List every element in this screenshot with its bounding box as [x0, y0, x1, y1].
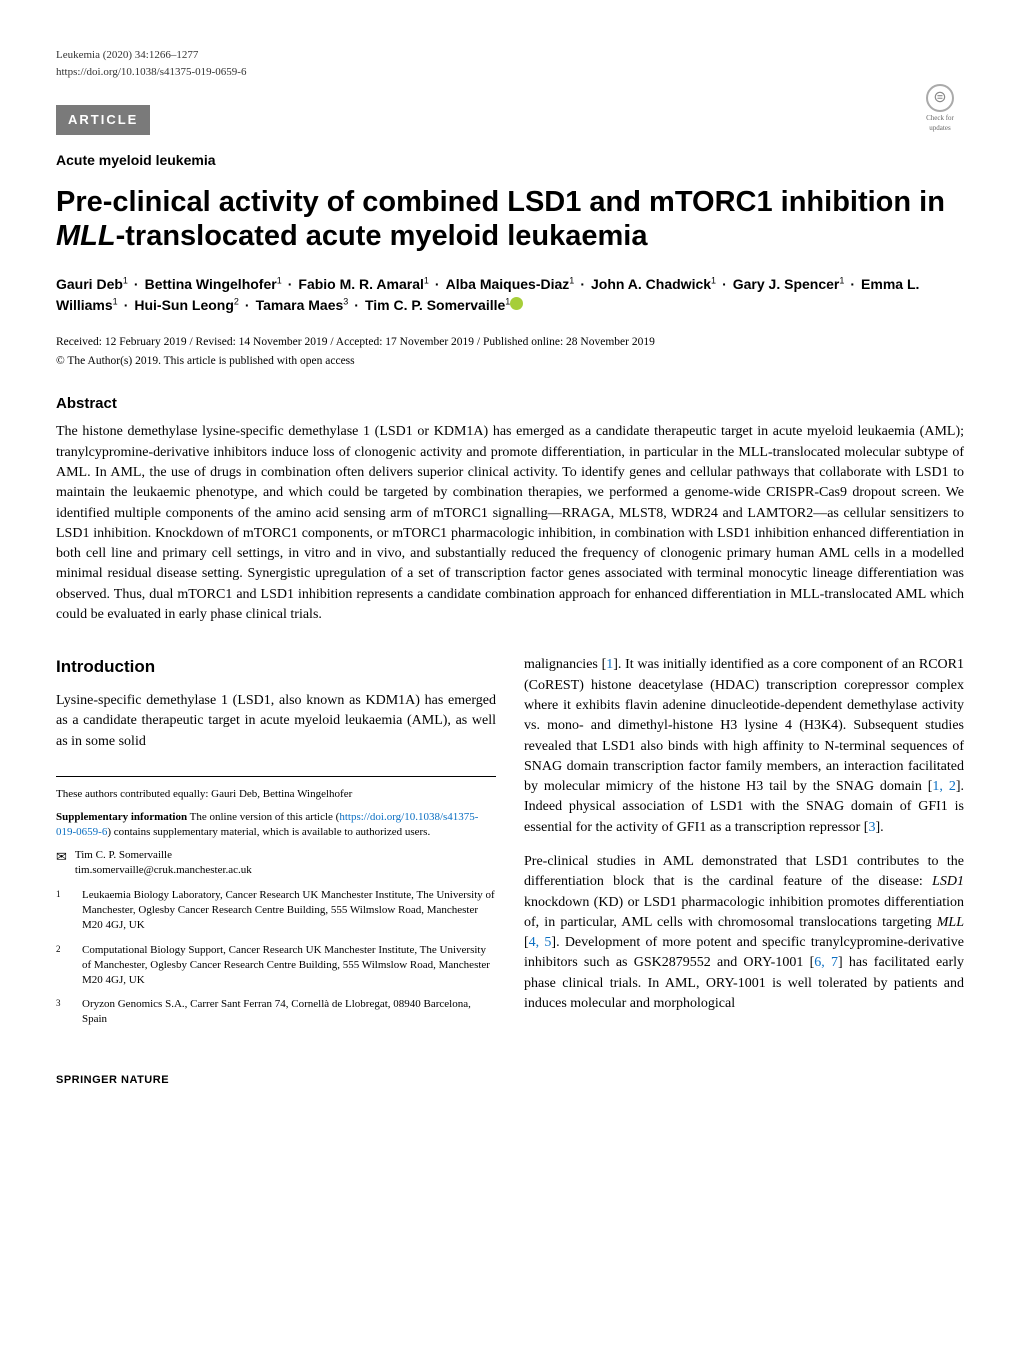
- author-aff-sup: 1: [123, 276, 128, 286]
- author-aff-sup: 2: [234, 297, 239, 307]
- introduction-heading: Introduction: [56, 655, 496, 679]
- author-separator: ·: [134, 276, 139, 292]
- author-separator: ·: [354, 297, 359, 313]
- ref-1-2[interactable]: 1, 2: [932, 779, 955, 794]
- author-aff-sup: 1: [424, 276, 429, 286]
- author-aff-sup: 1: [569, 276, 574, 286]
- author: Bettina Wingelhofer: [145, 276, 277, 292]
- author: Hui-Sun Leong: [134, 297, 234, 313]
- corr-email[interactable]: tim.somervaille@cruk.manchester.ac.uk: [75, 863, 252, 878]
- author-separator: ·: [850, 276, 855, 292]
- check-updates-icon: ⊜: [926, 84, 954, 112]
- affiliation-text: Leukaemia Biology Laboratory, Cancer Res…: [82, 888, 496, 933]
- p2-seg-a: malignancies [: [524, 657, 606, 672]
- abstract-body: The histone demethylase lysine-specific …: [56, 422, 964, 625]
- affiliation-number: 3: [56, 997, 70, 1027]
- affiliation-text: Oryzon Genomics S.A., Carrer Sant Ferran…: [82, 997, 496, 1027]
- supplementary-text-b: ) contains supplementary material, which…: [107, 826, 430, 838]
- supplementary-note: Supplementary information The online ver…: [56, 810, 496, 840]
- authors-block: Gauri Deb1·Bettina Wingelhofer1·Fabio M.…: [56, 274, 964, 316]
- orcid-icon[interactable]: [510, 297, 523, 310]
- author: Gary J. Spencer: [733, 276, 840, 292]
- author-aff-sup: 1: [711, 276, 716, 286]
- corr-name: Tim C. P. Somervaille: [75, 848, 252, 863]
- title-italic: MLL: [56, 220, 116, 252]
- ref-6-7[interactable]: 6, 7: [814, 955, 838, 970]
- author: Gauri Deb: [56, 276, 123, 292]
- title-post: -translocated acute myeloid leukaemia: [116, 220, 648, 252]
- ital-lsd1: LSD1: [932, 874, 964, 889]
- correspondence-block: ✉ Tim C. P. Somervaille tim.somervaille@…: [56, 848, 496, 879]
- title-pre: Pre-clinical activity of combined LSD1 a…: [56, 186, 945, 218]
- check-updates-label: Check for updates: [916, 114, 964, 134]
- author: Tamara Maes: [256, 297, 344, 313]
- affiliation: 3 Oryzon Genomics S.A., Carrer Sant Ferra…: [56, 997, 496, 1027]
- article-dates: Received: 12 February 2019 / Revised: 14…: [56, 334, 964, 350]
- author: John A. Chadwick: [591, 276, 711, 292]
- author-separator: ·: [580, 276, 585, 292]
- license-line: © The Author(s) 2019. This article is pu…: [56, 353, 964, 369]
- author-aff-sup: 1: [113, 297, 118, 307]
- equal-contribution-note: These authors contributed equally: Gauri…: [56, 787, 496, 802]
- subject-line: Acute myeloid leukemia: [56, 151, 964, 171]
- p2-seg-b: ]. It was initially identified as a core…: [524, 657, 964, 794]
- article-title: Pre-clinical activity of combined LSD1 a…: [56, 185, 964, 255]
- affiliation-number: 1: [56, 888, 70, 933]
- publisher-footer: SPRINGER NATURE: [56, 1073, 964, 1088]
- supplementary-text-a: The online version of this article (: [187, 811, 339, 823]
- author-aff-sup: 1: [839, 276, 844, 286]
- affiliation: 2 Computational Biology Support, Cancer R…: [56, 943, 496, 988]
- p2-seg-d: ].: [875, 820, 883, 835]
- author: Fabio M. R. Amaral: [298, 276, 424, 292]
- ital-mll: MLL: [937, 915, 964, 930]
- intro-p1: Lysine-specific demethylase 1 (LSD1, als…: [56, 691, 496, 752]
- affiliation-number: 2: [56, 943, 70, 988]
- author-aff-sup: 3: [343, 297, 348, 307]
- author-aff-sup: 1: [277, 276, 282, 286]
- author-separator: ·: [722, 276, 727, 292]
- author-separator: ·: [245, 297, 250, 313]
- footnote-divider: [56, 776, 496, 777]
- author: Tim C. P. Somervaille: [365, 297, 505, 313]
- ref-4-5[interactable]: 4, 5: [529, 935, 552, 950]
- p3-seg-b: knockdown (KD) or LSD1 pharmacologic inh…: [524, 895, 964, 930]
- intro-p2: malignancies [1]. It was initially ident…: [524, 655, 964, 838]
- author: Alba Maiques-Diaz: [446, 276, 570, 292]
- author-separator: ·: [435, 276, 440, 292]
- abstract-heading: Abstract: [56, 393, 964, 414]
- intro-p3: Pre-clinical studies in AML demonstrated…: [524, 852, 964, 1014]
- affiliation-text: Computational Biology Support, Cancer Re…: [82, 943, 496, 988]
- article-type-banner: ARTICLE: [56, 105, 150, 135]
- author-separator: ·: [124, 297, 129, 313]
- supplementary-label: Supplementary information: [56, 811, 187, 823]
- author-separator: ·: [288, 276, 293, 292]
- doi-link[interactable]: https://doi.org/10.1038/s41375-019-0659-…: [56, 65, 964, 80]
- affiliation: 1 Leukaemia Biology Laboratory, Cancer Re…: [56, 888, 496, 933]
- p3-seg-a: Pre-clinical studies in AML demonstrated…: [524, 854, 964, 889]
- envelope-icon: ✉: [56, 848, 67, 879]
- journal-citation: Leukemia (2020) 34:1266–1277: [56, 48, 964, 63]
- check-updates-badge[interactable]: ⊜ Check for updates: [916, 84, 964, 134]
